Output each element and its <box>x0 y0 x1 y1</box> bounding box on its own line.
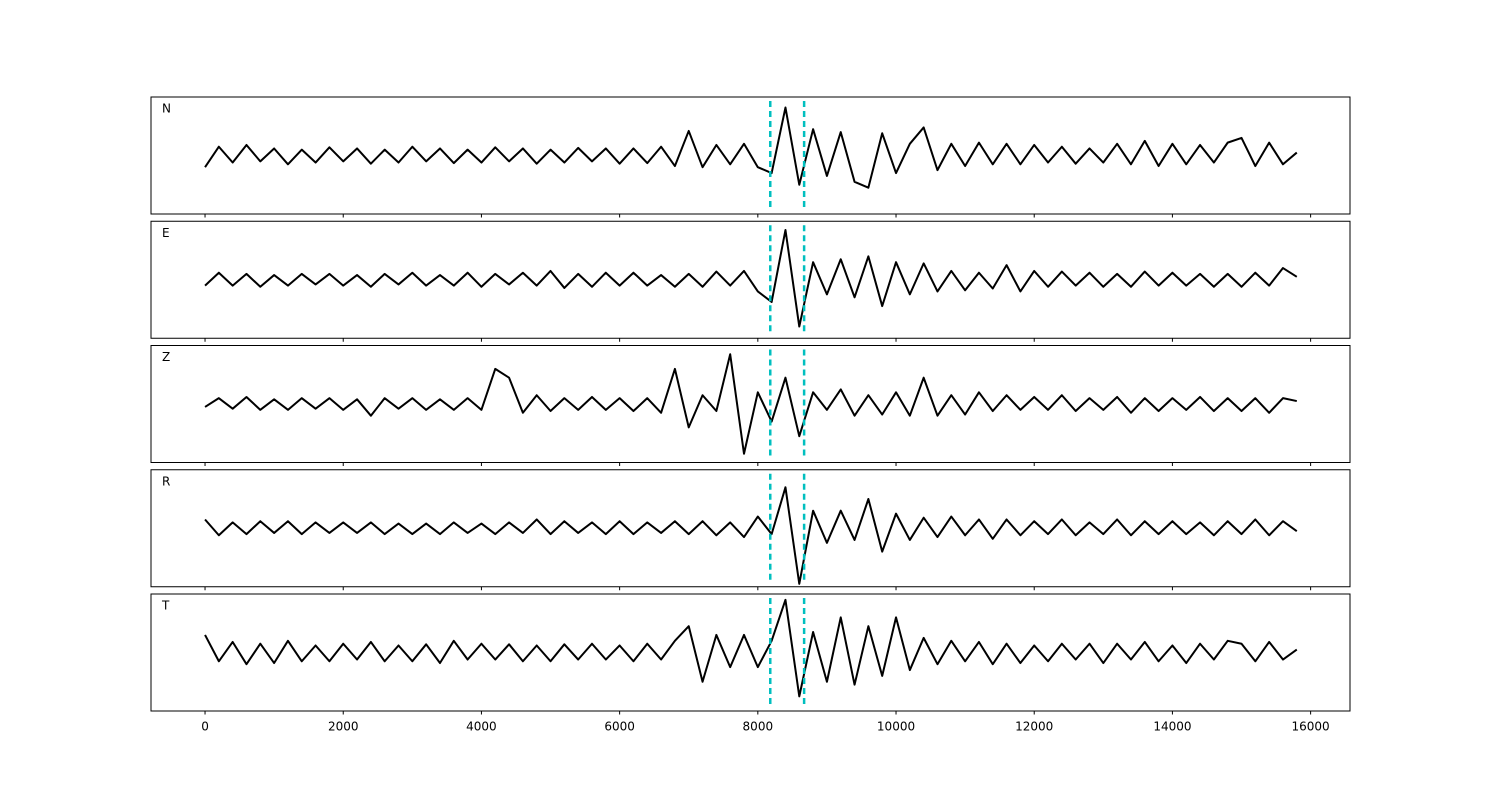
x-tick-label: 14000 <box>1153 720 1191 734</box>
x-tick-label: 12000 <box>1015 720 1053 734</box>
panel-frame <box>150 345 1351 463</box>
panel-label: E <box>162 226 170 240</box>
trace <box>204 353 1297 455</box>
x-tick-label: 8000 <box>743 720 774 734</box>
panel-label: Z <box>162 350 170 364</box>
x-tick-label: 0 <box>201 720 209 734</box>
panel-label: N <box>162 102 171 116</box>
panel-label: R <box>162 474 170 488</box>
trace <box>204 229 1298 328</box>
panel-frame <box>150 220 1351 339</box>
panel-label: T <box>161 599 170 613</box>
trace <box>204 486 1298 585</box>
x-tick-label: 2000 <box>328 720 359 734</box>
panel-frame <box>150 96 1351 215</box>
x-tick-label: 6000 <box>604 720 635 734</box>
trace <box>204 598 1298 698</box>
x-tick-label: 16000 <box>1292 720 1330 734</box>
x-tick-label: 4000 <box>466 720 497 734</box>
trace <box>204 106 1298 189</box>
panel-frame <box>150 593 1351 712</box>
x-tick-label: 10000 <box>877 720 915 734</box>
panel-frame <box>150 469 1351 588</box>
